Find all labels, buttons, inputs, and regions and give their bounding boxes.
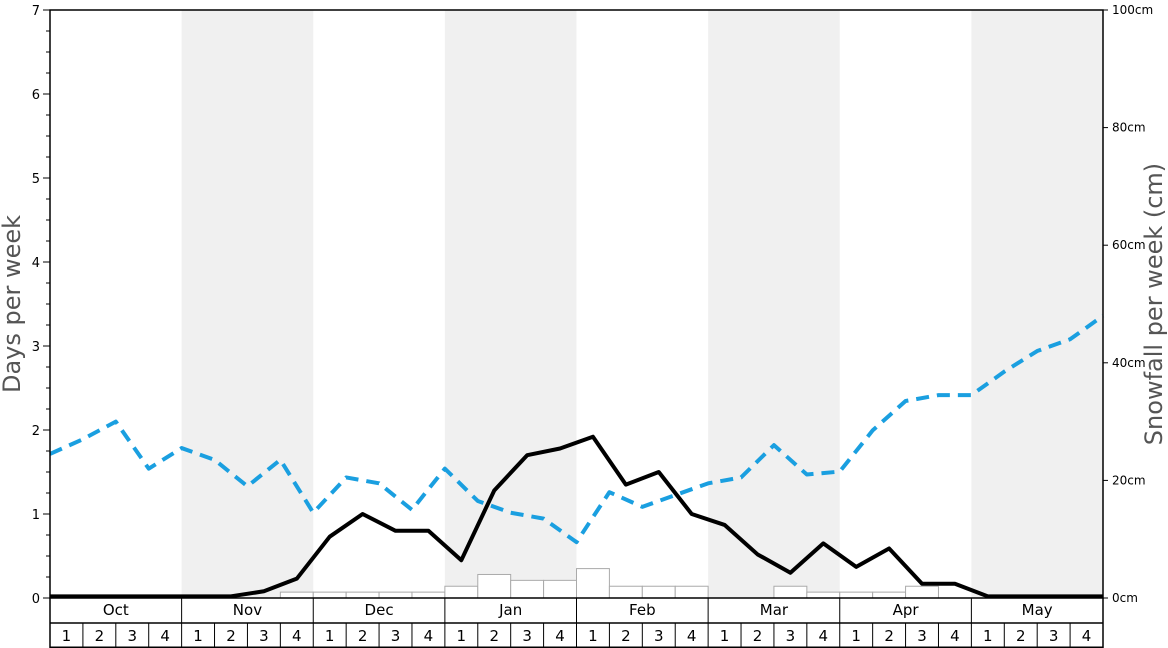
left-axis: 0 1 2 3 4 5 6 7 — [32, 4, 50, 607]
week-label: 3 — [1049, 627, 1059, 645]
snow-bar — [674, 585, 709, 599]
week-label: 2 — [621, 627, 631, 645]
left-tick-label: 5 — [32, 172, 40, 187]
week-label: 2 — [1016, 627, 1026, 645]
month-band-may — [971, 10, 1103, 598]
right-tick-label: 60cm — [1112, 238, 1146, 252]
snowfall-bars — [279, 568, 939, 599]
week-label: 3 — [259, 627, 269, 645]
snow-bar — [444, 585, 479, 599]
week-label: 3 — [917, 627, 927, 645]
week-label: 2 — [358, 627, 368, 645]
snow-bar — [872, 591, 907, 599]
left-tick-label: 3 — [32, 340, 40, 355]
left-tick-label: 0 — [32, 592, 40, 607]
week-label: 1 — [325, 627, 335, 645]
week-label: 4 — [950, 627, 960, 645]
week-label: 3 — [786, 627, 796, 645]
right-tick-label: 100cm — [1112, 3, 1153, 17]
series-lines — [49, 314, 1105, 599]
snowfall-line — [49, 314, 1105, 545]
week-label: 3 — [391, 627, 401, 645]
month-label-feb: Feb — [629, 601, 656, 619]
month-label-mar: Mar — [760, 601, 789, 619]
week-label: 1 — [588, 627, 598, 645]
days-per-week-line — [50, 434, 1103, 599]
week-label: 1 — [193, 627, 203, 645]
right-tick-label: 80cm — [1112, 121, 1146, 135]
week-label: 4 — [555, 627, 565, 645]
right-tick-label: 0cm — [1112, 591, 1138, 605]
month-label-nov: Nov — [233, 601, 262, 619]
right-tick-label: 20cm — [1112, 473, 1146, 487]
month-week-axis: Oct 1 2 3 4 Nov 1 2 3 4 Dec 1 2 3 4 Jan 1 2 3 4 Feb 1 2 3 4 Mar 1 2… — [49, 598, 1104, 648]
snow-bar — [905, 585, 939, 599]
month-label-apr: Apr — [893, 601, 920, 619]
snow-bar — [608, 585, 643, 599]
week-label: 2 — [884, 627, 894, 645]
week-label: 2 — [95, 627, 105, 645]
right-axis: 0cm 20cm 40cm 60cm 80cm 100cm — [1103, 3, 1153, 605]
week-label: 3 — [127, 627, 137, 645]
week-label: 1 — [62, 627, 72, 645]
month-label-oct: Oct — [103, 601, 129, 619]
week-label: 3 — [522, 627, 532, 645]
left-tick-label: 2 — [32, 424, 40, 439]
month-label-jan: Jan — [498, 601, 522, 619]
week-label: 4 — [819, 627, 829, 645]
month-band-mar — [708, 10, 840, 598]
snow-bar — [477, 573, 512, 599]
week-label: 1 — [851, 627, 861, 645]
week-label: 4 — [292, 627, 302, 645]
snow-bar — [839, 591, 874, 599]
snow-bar — [279, 591, 314, 599]
month-band-nov — [181, 10, 314, 598]
month-shade-bands — [181, 10, 1103, 598]
snow-bar — [411, 591, 446, 599]
week-label: 1 — [983, 627, 993, 645]
snow-bar — [576, 568, 610, 599]
snow-bar — [312, 591, 347, 599]
month-band-jan — [444, 10, 577, 598]
left-tick-label: 6 — [32, 88, 40, 103]
snow-bar — [510, 579, 545, 599]
week-label: 2 — [489, 627, 499, 645]
week-label: 4 — [160, 627, 170, 645]
snow-bar — [345, 591, 380, 599]
right-axis-title: Snowfall per week (cm) — [1140, 163, 1168, 445]
left-tick-label: 7 — [32, 4, 40, 19]
snow-bar — [773, 585, 808, 599]
left-tick-label: 1 — [32, 508, 40, 523]
week-label: 4 — [1082, 627, 1092, 645]
week-label: 2 — [753, 627, 763, 645]
snow-bar — [543, 579, 577, 599]
week-label: 4 — [424, 627, 434, 645]
month-label-dec: Dec — [365, 601, 394, 619]
week-label: 4 — [687, 627, 697, 645]
snow-bar — [378, 591, 413, 599]
week-label: 1 — [720, 627, 730, 645]
snow-bar — [806, 591, 841, 599]
left-axis-title: Days per week — [0, 215, 26, 393]
right-tick-label: 40cm — [1112, 356, 1146, 370]
snow-bar — [641, 585, 676, 599]
left-tick-label: 4 — [32, 256, 40, 271]
week-label: 3 — [654, 627, 664, 645]
month-label-may: May — [1022, 601, 1053, 619]
week-label: 1 — [457, 627, 467, 645]
week-label: 2 — [226, 627, 236, 645]
